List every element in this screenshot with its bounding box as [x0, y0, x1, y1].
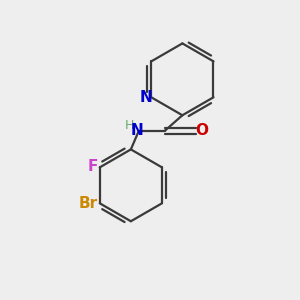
Text: Br: Br: [79, 196, 98, 211]
Text: F: F: [87, 159, 98, 174]
Text: N: N: [131, 123, 144, 138]
Text: H: H: [125, 119, 134, 132]
Text: N: N: [140, 90, 153, 105]
Text: O: O: [195, 123, 208, 138]
